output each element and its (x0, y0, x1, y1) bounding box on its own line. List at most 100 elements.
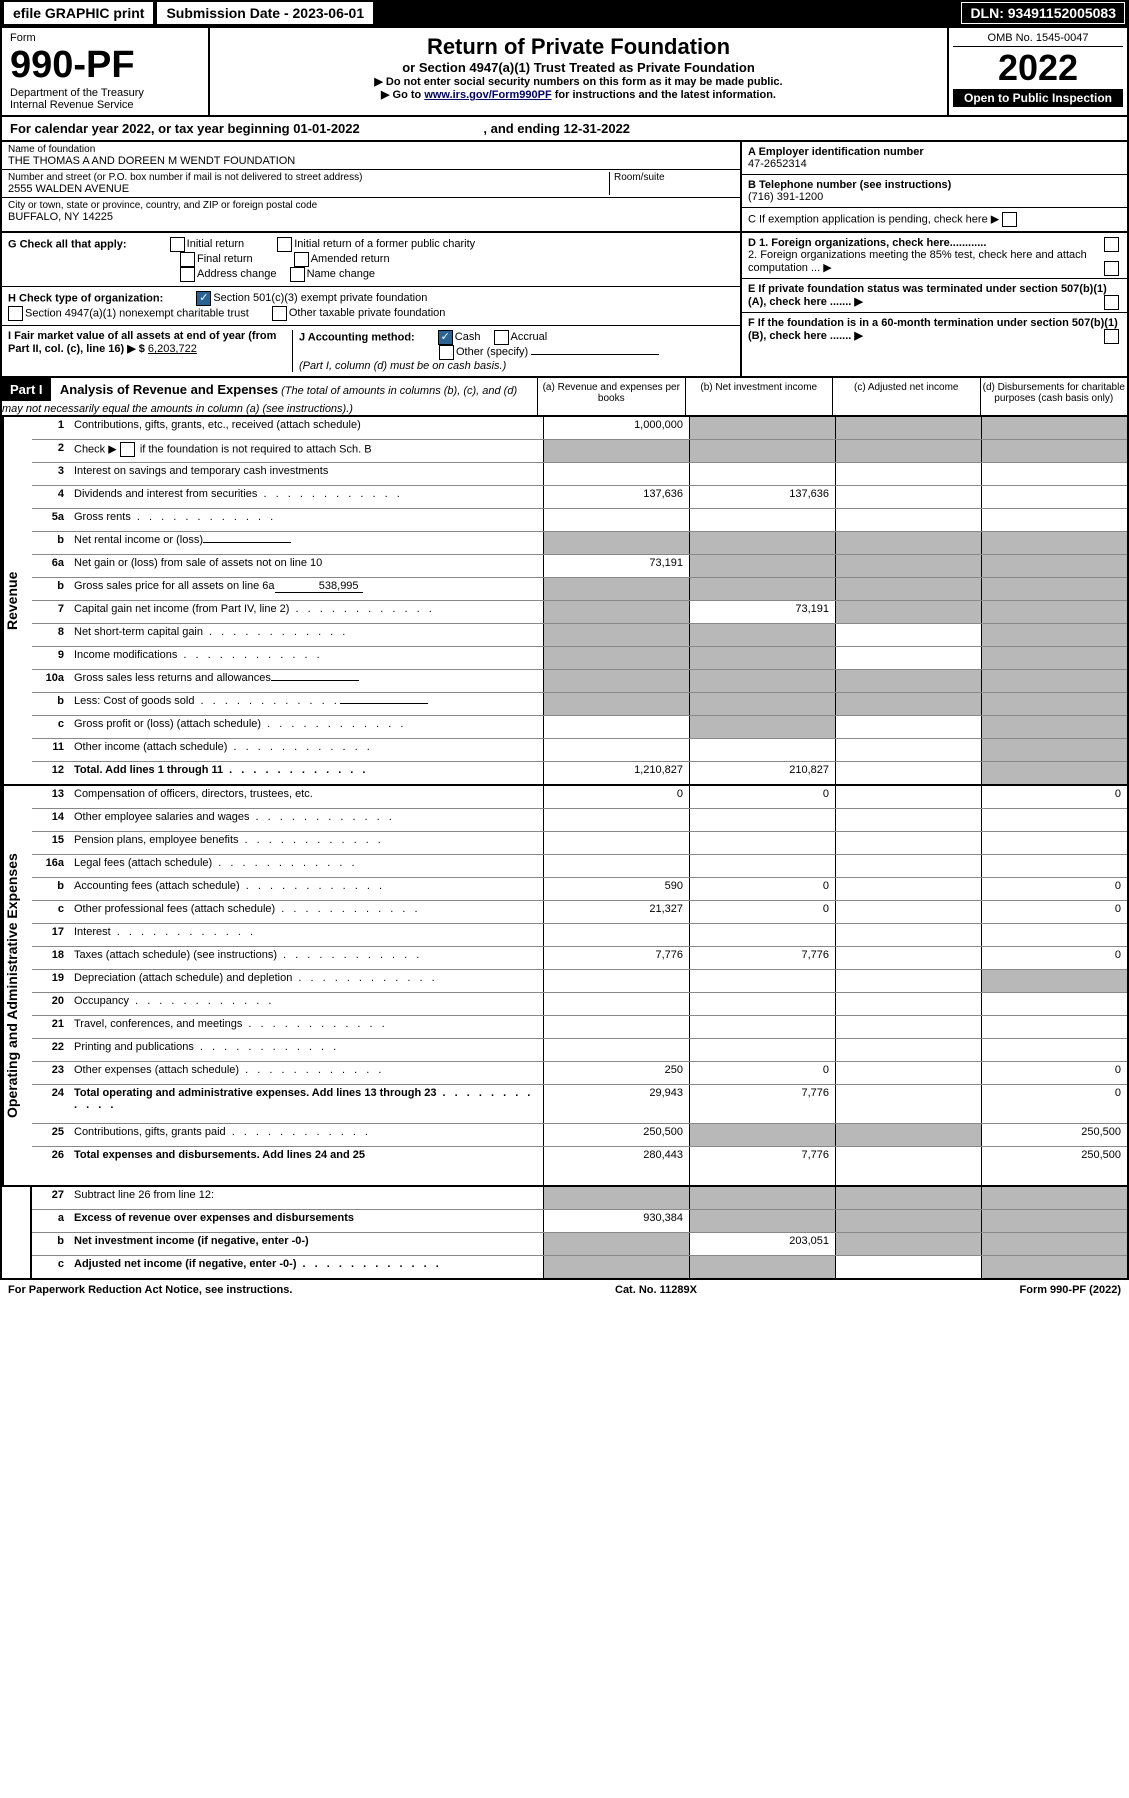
other-taxable-chk[interactable] (272, 306, 287, 321)
cell-c (835, 578, 981, 600)
cell-c (835, 762, 981, 784)
cell-d (981, 624, 1127, 646)
initial-return-chk[interactable] (170, 237, 185, 252)
table-row: 16aLegal fees (attach schedule) (32, 855, 1127, 878)
cell-c (835, 647, 981, 669)
efile-top-bar: efile GRAPHIC print Submission Date - 20… (0, 0, 1129, 26)
cell-d (981, 970, 1127, 992)
schedule-b-checkbox[interactable] (120, 442, 135, 457)
cell-b: 0 (689, 1062, 835, 1084)
cell-c (835, 693, 981, 715)
foundation-name: THE THOMAS A AND DOREEN M WENDT FOUNDATI… (8, 155, 734, 167)
row-number: 16a (32, 855, 70, 877)
cell-b: 210,827 (689, 762, 835, 784)
phone-cell: B Telephone number (see instructions) (7… (742, 175, 1127, 208)
exemption-checkbox[interactable] (1002, 212, 1017, 227)
cell-a: 250 (543, 1062, 689, 1084)
cell-b: 0 (689, 786, 835, 808)
cell-a: 930,384 (543, 1210, 689, 1232)
table-row: 9Income modifications (32, 647, 1127, 670)
cell-b (689, 647, 835, 669)
cell-d (981, 440, 1127, 462)
row-number: b (32, 532, 70, 554)
cell-d (981, 647, 1127, 669)
cell-d (981, 578, 1127, 600)
row-description: Excess of revenue over expenses and disb… (70, 1210, 543, 1232)
foreign-org-chk[interactable] (1104, 237, 1119, 252)
row-number: 21 (32, 1016, 70, 1038)
cell-d (981, 693, 1127, 715)
tax-year: 2022 (953, 47, 1123, 89)
row-number: 23 (32, 1062, 70, 1084)
table-row: 10aGross sales less returns and allowanc… (32, 670, 1127, 693)
foreign-85-chk[interactable] (1104, 261, 1119, 276)
table-row: 4Dividends and interest from securities1… (32, 486, 1127, 509)
table-row: bAccounting fees (attach schedule)59000 (32, 878, 1127, 901)
cell-c (835, 993, 981, 1015)
cell-b: 0 (689, 901, 835, 923)
e-check: E If private foundation status was termi… (742, 278, 1127, 312)
cell-c (835, 1062, 981, 1084)
cell-b (689, 417, 835, 439)
cell-c (835, 509, 981, 531)
cell-c (835, 947, 981, 969)
cell-a: 280,443 (543, 1147, 689, 1185)
cell-d (981, 1187, 1127, 1209)
cell-b (689, 624, 835, 646)
i-j-row: I Fair market value of all assets at end… (2, 325, 742, 376)
name-change-chk[interactable] (290, 267, 305, 282)
cell-a (543, 1233, 689, 1255)
4947-chk[interactable] (8, 306, 23, 321)
cell-b (689, 970, 835, 992)
table-row: 18Taxes (attach schedule) (see instructi… (32, 947, 1127, 970)
table-row: 23Other expenses (attach schedule)25000 (32, 1062, 1127, 1085)
cell-a (543, 647, 689, 669)
cell-a (543, 578, 689, 600)
table-row: 14Other employee salaries and wages (32, 809, 1127, 832)
row-number: 17 (32, 924, 70, 946)
form-footer: For Paperwork Reduction Act Notice, see … (0, 1280, 1129, 1300)
cell-a (543, 739, 689, 761)
phone: (716) 391-1200 (748, 191, 1121, 203)
cell-a (543, 993, 689, 1015)
60-month-chk[interactable] (1104, 329, 1119, 344)
row-number: 6a (32, 555, 70, 577)
501c3-chk[interactable] (196, 291, 211, 306)
table-row: 25Contributions, gifts, grants paid250,5… (32, 1124, 1127, 1147)
row-description: Net gain or (loss) from sale of assets n… (70, 555, 543, 577)
amended-return-chk[interactable] (294, 252, 309, 267)
row-number: 1 (32, 417, 70, 439)
cell-d (981, 532, 1127, 554)
col-a-header: (a) Revenue and expenses per books (538, 378, 685, 415)
expenses-section: Operating and Administrative Expenses 13… (0, 786, 1129, 1187)
cell-b (689, 555, 835, 577)
final-return-chk[interactable] (180, 252, 195, 267)
ein-cell: A Employer identification number 47-2652… (742, 142, 1127, 175)
open-public: Open to Public Inspection (953, 89, 1123, 107)
cell-c (835, 601, 981, 623)
row-number: 27 (32, 1187, 70, 1209)
status-terminated-chk[interactable] (1104, 295, 1119, 310)
cell-c (835, 924, 981, 946)
table-row: 5aGross rents (32, 509, 1127, 532)
cell-a (543, 463, 689, 485)
accrual-chk[interactable] (494, 330, 509, 345)
row-number: 13 (32, 786, 70, 808)
row-description: Depreciation (attach schedule) and deple… (70, 970, 543, 992)
cell-b (689, 832, 835, 854)
other-method-chk[interactable] (439, 345, 454, 360)
initial-former-chk[interactable] (277, 237, 292, 252)
part1-label: Part I (2, 378, 51, 401)
address-change-chk[interactable] (180, 267, 195, 282)
cell-d: 250,500 (981, 1147, 1127, 1185)
irs-link[interactable]: www.irs.gov/Form990PF (424, 89, 551, 101)
row-number: 26 (32, 1147, 70, 1185)
cell-d (981, 509, 1127, 531)
cell-c (835, 1210, 981, 1232)
cell-a: 590 (543, 878, 689, 900)
cash-chk[interactable] (438, 330, 453, 345)
cell-d: 0 (981, 786, 1127, 808)
cell-b (689, 1256, 835, 1278)
cell-c (835, 624, 981, 646)
row-description: Contributions, gifts, grants, etc., rece… (70, 417, 543, 439)
